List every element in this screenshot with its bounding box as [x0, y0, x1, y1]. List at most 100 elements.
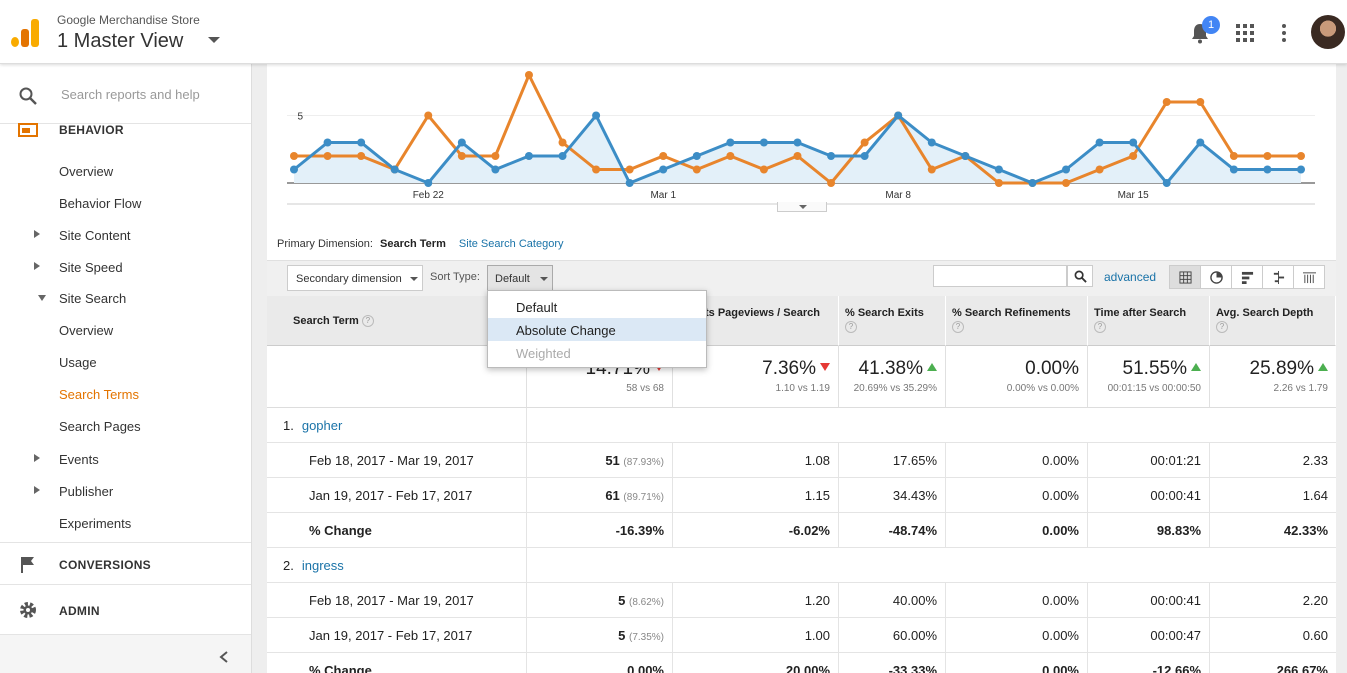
- sort-option-absolute-change[interactable]: Absolute Change: [488, 318, 706, 341]
- data-point[interactable]: [726, 138, 735, 147]
- data-point[interactable]: [1162, 179, 1171, 187]
- data-point[interactable]: [491, 165, 500, 174]
- account-name[interactable]: Google Merchandise Store: [57, 13, 200, 27]
- sidebar-item-events[interactable]: Events: [59, 452, 99, 467]
- sort-option-default[interactable]: Default: [516, 300, 558, 315]
- header-search-exits[interactable]: % Search Exits?: [839, 296, 946, 346]
- data-point[interactable]: [323, 152, 332, 160]
- data-view-button[interactable]: [1170, 266, 1201, 288]
- data-point[interactable]: [1297, 152, 1305, 160]
- primary-dimension-link[interactable]: Site Search Category: [458, 238, 564, 250]
- data-point[interactable]: [1062, 179, 1071, 187]
- header-search-refinements[interactable]: % Search Refinements?: [946, 296, 1088, 346]
- sidebar-item-overview[interactable]: Overview: [59, 164, 114, 179]
- data-point[interactable]: [625, 165, 634, 174]
- sidebar-item-experiments[interactable]: Experiments: [59, 516, 132, 531]
- data-point[interactable]: [1129, 152, 1138, 160]
- data-point[interactable]: [827, 179, 836, 187]
- collapse-icon[interactable]: [38, 295, 46, 301]
- data-point[interactable]: [827, 152, 836, 160]
- sidebar-item-site-search-overview[interactable]: Overview: [59, 323, 114, 338]
- data-point[interactable]: [457, 152, 466, 160]
- sidebar-item-site-content[interactable]: Site Content: [59, 228, 131, 243]
- percentage-view-button[interactable]: [1201, 266, 1232, 288]
- data-point[interactable]: [1028, 179, 1037, 187]
- sidebar-item-search-pages[interactable]: Search Pages: [59, 419, 141, 434]
- help-icon[interactable]: ?: [1094, 321, 1106, 334]
- line-chart[interactable]: 5 Feb 22 Mar 1 Mar 8 Mar 15: [267, 64, 1336, 224]
- data-point[interactable]: [759, 165, 768, 174]
- data-point[interactable]: [357, 152, 366, 160]
- data-point[interactable]: [793, 152, 802, 160]
- data-point[interactable]: [558, 152, 567, 160]
- help-icon[interactable]: ?: [845, 321, 857, 334]
- comparison-view-button[interactable]: [1263, 266, 1294, 288]
- data-point[interactable]: [424, 179, 433, 187]
- data-point[interactable]: [1129, 138, 1138, 147]
- data-point[interactable]: [1229, 152, 1238, 160]
- sidebar-item-site-search[interactable]: Site Search: [59, 291, 127, 306]
- data-point[interactable]: [524, 71, 533, 79]
- data-point[interactable]: [659, 152, 668, 160]
- data-point[interactable]: [994, 165, 1003, 174]
- performance-view-button[interactable]: [1232, 266, 1263, 288]
- secondary-dimension-select[interactable]: Secondary dimension: [287, 265, 423, 291]
- data-point[interactable]: [625, 179, 634, 187]
- data-point[interactable]: [894, 111, 903, 120]
- sidebar-item-site-speed[interactable]: Site Speed: [59, 260, 123, 275]
- data-point[interactable]: [726, 152, 735, 160]
- data-point[interactable]: [1062, 165, 1071, 174]
- data-point[interactable]: [592, 165, 601, 174]
- data-point[interactable]: [692, 152, 701, 160]
- data-point[interactable]: [390, 165, 399, 174]
- data-point[interactable]: [1297, 165, 1305, 174]
- data-point[interactable]: [457, 138, 466, 147]
- data-point[interactable]: [1196, 138, 1205, 147]
- data-point[interactable]: [860, 138, 869, 147]
- sidebar-item-publisher[interactable]: Publisher: [59, 484, 114, 499]
- data-point[interactable]: [290, 152, 298, 160]
- data-point[interactable]: [357, 138, 366, 147]
- data-point[interactable]: [759, 138, 768, 147]
- advanced-filter-link[interactable]: advanced: [1104, 270, 1157, 284]
- data-point[interactable]: [1196, 98, 1205, 106]
- data-point[interactable]: [524, 152, 533, 160]
- data-point[interactable]: [1263, 152, 1272, 160]
- chart-resize-handle[interactable]: [777, 202, 827, 212]
- data-point[interactable]: [323, 138, 332, 147]
- data-point[interactable]: [961, 152, 970, 160]
- pivot-view-button[interactable]: [1294, 266, 1324, 288]
- data-point[interactable]: [1263, 165, 1272, 174]
- data-point[interactable]: [860, 152, 869, 160]
- header-search-term[interactable]: Search Term?: [267, 296, 527, 346]
- table-search-button[interactable]: [1067, 265, 1093, 287]
- table-search-input[interactable]: [933, 265, 1067, 287]
- search-term-link[interactable]: ingress: [301, 558, 344, 573]
- user-avatar[interactable]: [1311, 15, 1345, 49]
- view-dropdown-icon[interactable]: [208, 37, 220, 43]
- sidebar-search[interactable]: Search reports and help: [0, 64, 251, 124]
- search-input[interactable]: Search reports and help: [61, 87, 200, 102]
- data-point[interactable]: [1162, 98, 1171, 106]
- data-point[interactable]: [1095, 165, 1104, 174]
- more-options-icon[interactable]: [1281, 24, 1287, 42]
- search-term-link[interactable]: gopher: [301, 418, 343, 433]
- sidebar-item-usage[interactable]: Usage: [59, 355, 97, 370]
- sidebar-section-admin[interactable]: ADMIN: [0, 584, 251, 634]
- data-point[interactable]: [994, 179, 1003, 187]
- data-point[interactable]: [558, 138, 567, 147]
- sidebar-section-conversions[interactable]: CONVERSIONS: [0, 542, 251, 582]
- help-icon[interactable]: ?: [1216, 321, 1228, 334]
- sidebar-item-search-terms[interactable]: Search Terms: [59, 387, 139, 402]
- apps-grid-icon[interactable]: [1236, 24, 1254, 42]
- data-point[interactable]: [592, 111, 601, 120]
- data-point[interactable]: [1095, 138, 1104, 147]
- data-point[interactable]: [491, 152, 500, 160]
- data-point[interactable]: [424, 111, 433, 120]
- data-point[interactable]: [659, 165, 668, 174]
- help-icon[interactable]: ?: [952, 321, 964, 334]
- view-selector[interactable]: 1 Master View: [57, 30, 184, 52]
- data-point[interactable]: [927, 138, 936, 147]
- data-point[interactable]: [927, 165, 936, 174]
- expand-icon[interactable]: [34, 230, 40, 238]
